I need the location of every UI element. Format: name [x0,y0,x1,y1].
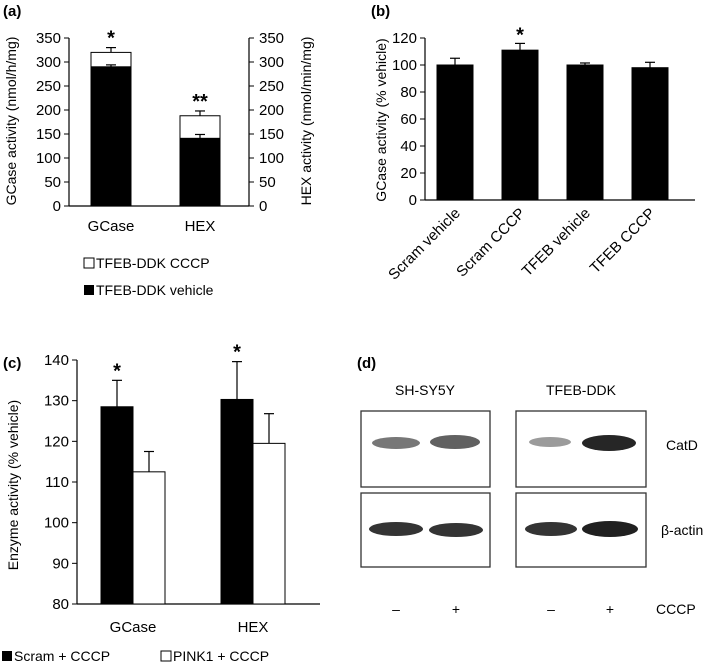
panel-c-y-tick-label: 120 [44,433,69,450]
legend-label-tfeb-ddk-cccp: TFEB-DDK CCCP [96,255,210,271]
panel-a-bars: * GCase ** HEX [88,28,221,235]
panel-a-y-tick-label: 200 [36,102,61,119]
panel-a-y-right-tick-label: 50 [259,174,276,191]
panel-a-y-right-tick-label: 350 [259,30,284,47]
x-tick-label-tfeb-cccp: TFEB CCCP [587,205,659,277]
blot-box-sh-sy5y-catd [360,410,491,488]
blot-lane-label-1: – [392,601,400,617]
blot-band-actin-sh-sy5y-plus [429,523,483,537]
legend-label-scram-cccp: Scram + CCCP [14,648,110,664]
x-tick-label-hex: HEX [238,619,269,636]
significance-marker-gcase: * [107,28,115,50]
blot-row-label-beta-actin: β-actin [661,522,703,538]
blot-band-catd-tfeb-ddk-plus [582,435,636,451]
panel-a-y-axis-label: GCase activity (nmol/h/mg) [3,37,19,206]
panel-b-y-tick-label: 120 [392,30,417,47]
panel-b-y-tick-label: 60 [400,111,417,128]
blot-row-label-catd: CatD [666,437,698,453]
legend-label-tfeb-ddk-vehicle: TFEB-DDK vehicle [96,282,214,298]
legend-swatch-pink1-cccp [160,650,172,662]
blot-band-actin-tfeb-ddk-plus [582,521,638,537]
panel-a-legend: TFEB-DDK CCCP TFEB-DDK vehicle [83,255,214,298]
bar-tfeb-ddk-vehicle-gcase [90,66,132,207]
panel-c-legend: Scram + CCCP PINK1 + CCCP [2,648,269,664]
panel-a-y-right-tick-label: 250 [259,78,284,95]
significance-marker-scram-cccp: * [516,24,524,46]
panel-a-y-tick-label: 50 [44,174,61,191]
panel-a-y-tick-label: 300 [36,54,61,71]
panel-c-bars: * GCase * HEX [100,342,286,636]
panel-a-y-tick-label: 250 [36,78,61,95]
bar-pink1-cccp-gcase [132,471,166,605]
legend-label-pink1-cccp: PINK1 + CCCP [173,648,269,664]
x-tick-label-gcase: GCase [88,218,135,235]
panel-a: (a) 0 50 100 150 200 250 300 350 0 50 100 150 200 250… [3,3,314,298]
bar-scram-cccp-hex [220,398,254,605]
bar-scram-cccp-gcase [100,406,134,605]
blot-band-catd-tfeb-ddk-minus [529,437,571,447]
panel-a-y-right-tick-label: 300 [259,54,284,71]
panel-a-y-right-tick-label: 200 [259,102,284,119]
blot-band-actin-tfeb-ddk-minus [525,522,577,536]
panel-d: (d) SH-SY5Y TFEB-DDK CatD β-actin – + – … [357,355,703,617]
blot-band-actin-sh-sy5y-minus [369,522,423,536]
panel-b-y-tick-label: 80 [400,84,417,101]
panel-a-y-right-tick-label: 150 [259,126,284,143]
blot-group-label-tfeb-ddk: TFEB-DDK [546,382,617,398]
panel-a-y-tick-label: 0 [53,198,61,215]
x-tick-label-hex: HEX [185,218,216,235]
x-tick-label-scram-cccp: Scram CCCP [453,205,529,281]
panel-a-axes: 0 50 100 150 200 250 300 350 0 50 100 150 200 250 300 3… [36,30,284,215]
panel-b-y-axis-label: GCase activity (% vehicle) [373,38,389,201]
bar-scram-cccp [501,49,539,201]
panel-c-y-tick-label: 130 [44,393,69,410]
panel-c-y-tick-label: 140 [44,352,69,369]
blot-group-label-sh-sy5y: SH-SY5Y [395,382,456,398]
bar-tfeb-vehicle [566,64,604,201]
panel-b-y-tick-label: 0 [409,192,417,209]
bar-scram-vehicle [436,64,474,201]
panel-b-y-tick-label: 20 [400,165,417,182]
bar-pink1-cccp-hex [252,442,286,605]
blot-lane-label-4: + [606,601,614,617]
x-tick-label-scram-vehicle: Scram vehicle [385,205,464,284]
panel-a-label: (a) [3,3,21,20]
panel-c-y-tick-label: 110 [45,474,69,491]
panel-c-y-tick-label: 90 [52,555,69,572]
x-tick-label-tfeb-vehicle: TFEB vehicle [519,205,594,280]
panel-b-y-tick-label: 40 [400,138,417,155]
panel-b-label: (b) [371,3,390,20]
bar-tfeb-ddk-vehicle-hex [179,137,221,207]
panel-a-y-tick-label: 350 [36,30,61,47]
panel-c: (c) 80 90 100 110 120 130 140 * GCase * HEX Enzym… [2,342,320,664]
blot-band-catd-sh-sy5y-plus [430,435,480,449]
x-tick-label-gcase: GCase [110,619,157,636]
bar-tfeb-cccp [631,67,669,201]
legend-swatch-scram-cccp [2,651,12,661]
significance-marker-hex: * [233,342,241,364]
panel-a-y-tick-label: 150 [36,126,61,143]
significance-marker-hex: ** [192,91,208,113]
blot-treatment-label: CCCP [656,601,696,617]
panel-c-label: (c) [3,355,21,372]
panel-c-y-tick-label: 100 [44,515,69,532]
blot-lane-label-3: – [547,601,555,617]
panel-a-y-right-tick-label: 0 [259,198,267,215]
legend-swatch-tfeb-ddk-cccp [83,257,95,269]
panel-c-y-tick-label: 80 [52,596,69,613]
legend-swatch-tfeb-ddk-vehicle [84,285,94,295]
panel-b-axes: 0 20 40 60 80 100 120 [392,30,695,209]
blot-band-catd-sh-sy5y-minus [372,437,420,449]
panel-a-y-right-tick-label: 100 [259,150,284,167]
panel-b-y-tick-label: 100 [392,57,417,74]
blot-lane-label-2: + [452,601,460,617]
panel-a-y-axis-right-label: HEX activity (nmol/min/mg) [298,37,314,206]
panel-a-y-tick-label: 100 [36,150,61,167]
panel-d-label: (d) [357,355,376,372]
significance-marker-gcase: * [113,360,121,382]
panel-c-y-axis-label: Enzyme activity (% vehicle) [5,400,21,570]
